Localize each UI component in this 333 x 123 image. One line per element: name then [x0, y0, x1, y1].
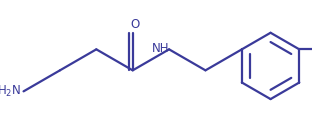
Text: NH: NH — [152, 42, 169, 55]
Text: H$_2$N: H$_2$N — [0, 84, 21, 99]
Text: O: O — [130, 18, 140, 31]
